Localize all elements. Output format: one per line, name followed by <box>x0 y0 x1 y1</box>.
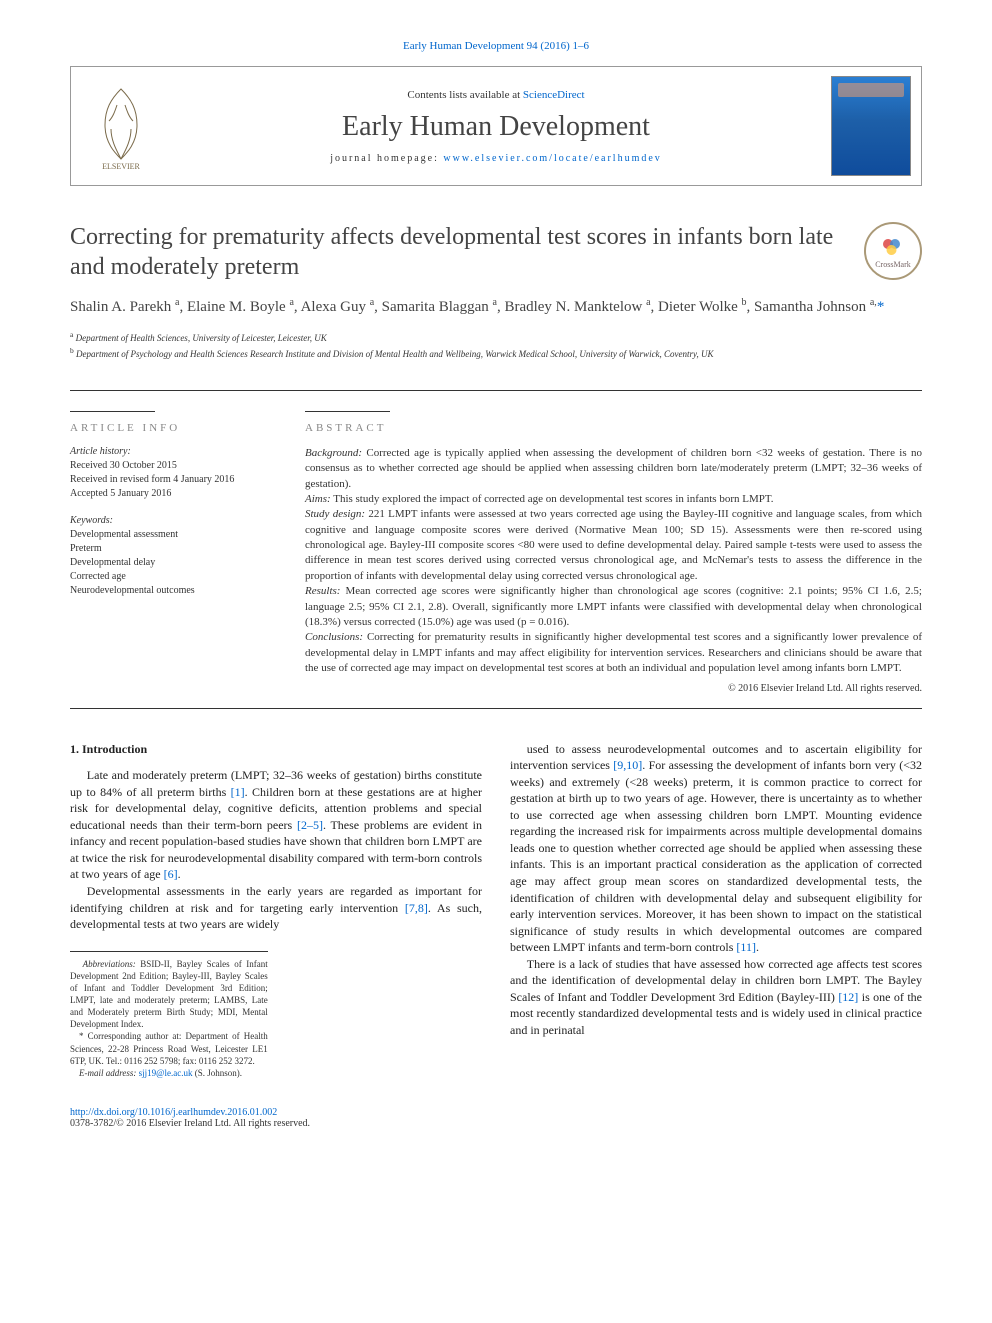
citation-link[interactable]: [1] <box>231 785 245 799</box>
abstract-heading: ABSTRACT <box>305 422 922 434</box>
homepage-pre: journal homepage: <box>330 153 443 164</box>
footnote-email: E-mail address: sjj19@le.ac.uk (S. Johns… <box>70 1067 268 1079</box>
abbrev-text: BSID-II, Bayley Scales of Infant Develop… <box>70 959 268 1030</box>
intro-para-2: Developmental assessments in the early y… <box>70 883 482 933</box>
section-divider <box>70 708 922 709</box>
citation-link[interactable]: [9,10] <box>613 758 642 772</box>
crossmark-label: CrossMark <box>875 260 911 269</box>
column-right: used to assess neurodevelopmental outcom… <box>510 741 922 1079</box>
abstract-copyright: © 2016 Elsevier Ireland Ltd. All rights … <box>305 683 922 694</box>
abstract-body: Background: Corrected age is typically a… <box>305 446 922 677</box>
journal-header-panel: ELSEVIER Contents lists available at Sci… <box>70 66 922 186</box>
contents-pre: Contents lists available at <box>407 89 522 101</box>
abbrev-label: Abbreviations: <box>83 959 136 969</box>
history-label: Article history: <box>70 446 275 457</box>
journal-homepage: journal homepage: www.elsevier.com/locat… <box>330 153 662 164</box>
contents-line: Contents lists available at ScienceDirec… <box>407 89 584 101</box>
intro-para-4: There is a lack of studies that have ass… <box>510 956 922 1039</box>
elsevier-logo: ELSEVIER <box>71 67 171 185</box>
crossmark-icon <box>881 234 905 258</box>
citation-link[interactable]: [7,8] <box>405 901 428 915</box>
footer-copyright: 0378-3782/© 2016 Elsevier Ireland Ltd. A… <box>70 1118 310 1129</box>
intro-para-1: Late and moderately preterm (LMPT; 32–36… <box>70 767 482 883</box>
page-footer: http://dx.doi.org/10.1016/j.earlhumdev.2… <box>70 1107 922 1129</box>
footnote-corresponding: * Corresponding author at: Department of… <box>70 1030 268 1066</box>
abstract-panel: ABSTRACT Background: Corrected age is ty… <box>305 391 922 694</box>
citation-link[interactable]: [12] <box>838 990 858 1004</box>
journal-cover-thumb <box>821 67 921 185</box>
doi-link[interactable]: http://dx.doi.org/10.1016/j.earlhumdev.2… <box>70 1107 277 1118</box>
article-title: Correcting for prematurity affects devel… <box>70 222 844 282</box>
email-label: E-mail address: <box>79 1068 136 1078</box>
keywords-label: Keywords: <box>70 515 275 526</box>
history-block: Received 30 October 2015Received in revi… <box>70 459 275 501</box>
crossmark-badge[interactable]: CrossMark <box>864 222 922 280</box>
corresponding-email-link[interactable]: sjj19@le.ac.uk <box>139 1068 193 1078</box>
keywords-block: Developmental assessmentPretermDevelopme… <box>70 528 275 598</box>
article-info-panel: ARTICLE INFO Article history: Received 3… <box>70 391 275 694</box>
email-suffix: (S. Johnson). <box>192 1068 242 1078</box>
journal-reference[interactable]: Early Human Development 94 (2016) 1–6 <box>403 40 589 52</box>
intro-heading: 1. Introduction <box>70 741 482 758</box>
svg-text:ELSEVIER: ELSEVIER <box>102 162 140 171</box>
homepage-link[interactable]: www.elsevier.com/locate/earlhumdev <box>443 153 661 164</box>
sciencedirect-link[interactable]: ScienceDirect <box>523 89 585 101</box>
journal-title: Early Human Development <box>342 111 650 143</box>
footnotes-block: Abbreviations: BSID-II, Bayley Scales of… <box>70 951 268 1079</box>
article-info-heading: ARTICLE INFO <box>70 422 275 434</box>
citation-link[interactable]: [6] <box>164 867 178 881</box>
citation-link[interactable]: [2–5] <box>297 818 323 832</box>
intro-para-3: used to assess neurodevelopmental outcom… <box>510 741 922 956</box>
column-left: 1. Introduction Late and moderately pret… <box>70 741 482 1079</box>
author-list: Shalin A. Parekh a, Elaine M. Boyle a, A… <box>70 296 922 319</box>
citation-link[interactable]: [11] <box>736 940 756 954</box>
affiliations: a Department of Health Sciences, Univers… <box>70 329 922 362</box>
footnote-abbrev: Abbreviations: BSID-II, Bayley Scales of… <box>70 958 268 1031</box>
